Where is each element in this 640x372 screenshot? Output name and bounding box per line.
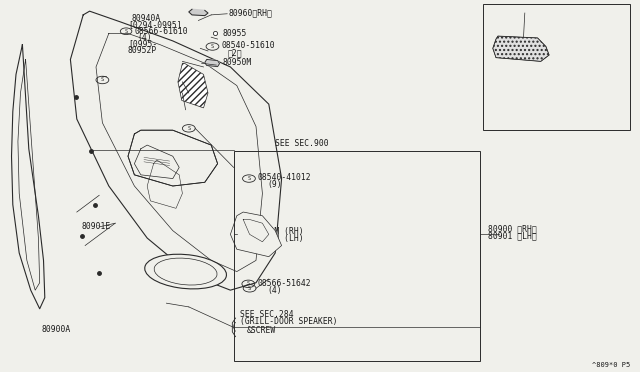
Text: S: S bbox=[125, 29, 127, 34]
Text: 80900 〈RH〉: 80900 〈RH〉 bbox=[488, 224, 536, 233]
Text: (9): (9) bbox=[268, 180, 282, 189]
Polygon shape bbox=[178, 63, 208, 108]
Polygon shape bbox=[189, 9, 208, 16]
Text: [0995-: [0995- bbox=[128, 39, 157, 48]
Ellipse shape bbox=[145, 254, 227, 289]
Text: ^809*0 P5: ^809*0 P5 bbox=[592, 362, 630, 368]
Polygon shape bbox=[128, 130, 218, 186]
Text: SEE SEC.284: SEE SEC.284 bbox=[240, 310, 294, 319]
Bar bbox=[234, 151, 480, 361]
Text: 80801N (LH): 80801N (LH) bbox=[250, 234, 303, 243]
Polygon shape bbox=[493, 36, 549, 61]
Text: &SCREW: &SCREW bbox=[246, 326, 276, 335]
Text: (GRILL-DOOR SPEAKER): (GRILL-DOOR SPEAKER) bbox=[240, 317, 337, 326]
Text: 80955: 80955 bbox=[223, 29, 247, 38]
Text: 80901E: 80901E bbox=[81, 222, 111, 231]
Text: (4): (4) bbox=[268, 286, 282, 295]
Text: S: S bbox=[211, 44, 214, 49]
Text: S: S bbox=[248, 176, 250, 181]
Text: 08540-51610: 08540-51610 bbox=[221, 41, 275, 50]
Text: 80952P: 80952P bbox=[128, 46, 157, 55]
Text: S: S bbox=[101, 77, 104, 83]
Text: S: S bbox=[188, 126, 190, 131]
Text: 80801M (RH): 80801M (RH) bbox=[250, 227, 303, 236]
Text: S: S bbox=[248, 286, 251, 291]
Text: S: S bbox=[247, 281, 250, 286]
Text: 08566-51642: 08566-51642 bbox=[257, 279, 311, 288]
Text: 80900A: 80900A bbox=[42, 325, 71, 334]
Text: 80961(LH): 80961(LH) bbox=[506, 7, 550, 16]
Text: SEE SEC.900: SEE SEC.900 bbox=[275, 139, 329, 148]
Bar bbox=[483, 4, 630, 130]
Text: 08540-41012: 08540-41012 bbox=[258, 173, 312, 182]
Text: 〨2〩: 〨2〩 bbox=[228, 48, 243, 57]
Text: 80901 〈LH〉: 80901 〈LH〉 bbox=[488, 232, 536, 241]
Text: (: ( bbox=[231, 321, 238, 331]
Text: 80940A: 80940A bbox=[131, 14, 161, 23]
Polygon shape bbox=[205, 60, 220, 67]
Text: 80950M: 80950M bbox=[223, 58, 252, 67]
Ellipse shape bbox=[154, 258, 217, 285]
Text: 80960〈RH〉: 80960〈RH〉 bbox=[228, 9, 273, 17]
Text: 08566-61610: 08566-61610 bbox=[134, 27, 188, 36]
Polygon shape bbox=[230, 212, 282, 257]
Text: [0294-0995]: [0294-0995] bbox=[128, 20, 182, 29]
Text: (4): (4) bbox=[138, 33, 152, 42]
